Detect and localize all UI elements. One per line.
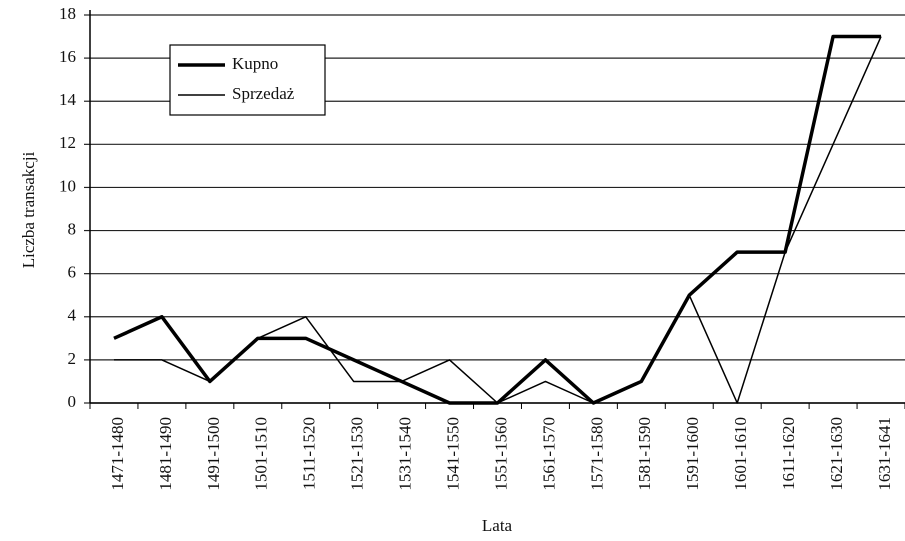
x-tick-label: 1531-1540: [396, 417, 415, 491]
y-tick-label: 4: [68, 306, 77, 325]
x-tick-label: 1481-1490: [156, 417, 175, 491]
x-tick-label: 1521-1530: [348, 417, 367, 491]
x-tick-label: 1621-1630: [827, 417, 846, 491]
y-tick-label: 16: [59, 47, 76, 66]
y-tick-label: 12: [59, 133, 76, 152]
y-axis-label: Liczba transakcji: [19, 151, 38, 268]
y-tick-label: 0: [68, 392, 77, 411]
x-tick-label: 1471-1480: [108, 417, 127, 491]
legend-label: Kupno: [232, 54, 278, 73]
legend-label: Sprzedaż: [232, 84, 295, 103]
y-tick-label: 10: [59, 176, 76, 195]
x-tick-label: 1541-1550: [443, 417, 462, 491]
legend-box: [169, 44, 326, 116]
x-tick-label: 1491-1500: [204, 417, 223, 491]
series-line: [113, 36, 882, 404]
x-tick-label: 1561-1570: [539, 417, 558, 491]
y-tick-label: 8: [68, 219, 77, 238]
x-tick-label: 1511-1520: [300, 417, 319, 490]
x-tick-label: 1591-1600: [683, 417, 702, 491]
x-tick-label: 1501-1510: [252, 417, 271, 491]
x-tick-label: 1611-1620: [779, 417, 798, 490]
y-tick-label: 14: [59, 90, 77, 109]
x-tick-label: 1581-1590: [635, 417, 654, 491]
y-tick-label: 6: [68, 263, 77, 282]
x-tick-label: 1631-1641: [875, 417, 894, 491]
x-axis-label: Lata: [482, 516, 513, 535]
x-tick-label: 1601-1610: [731, 417, 750, 491]
y-tick-label: 2: [68, 349, 77, 368]
y-tick-label: 18: [59, 4, 76, 23]
x-tick-label: 1551-1560: [491, 417, 510, 491]
x-tick-label: 1571-1580: [587, 417, 606, 491]
